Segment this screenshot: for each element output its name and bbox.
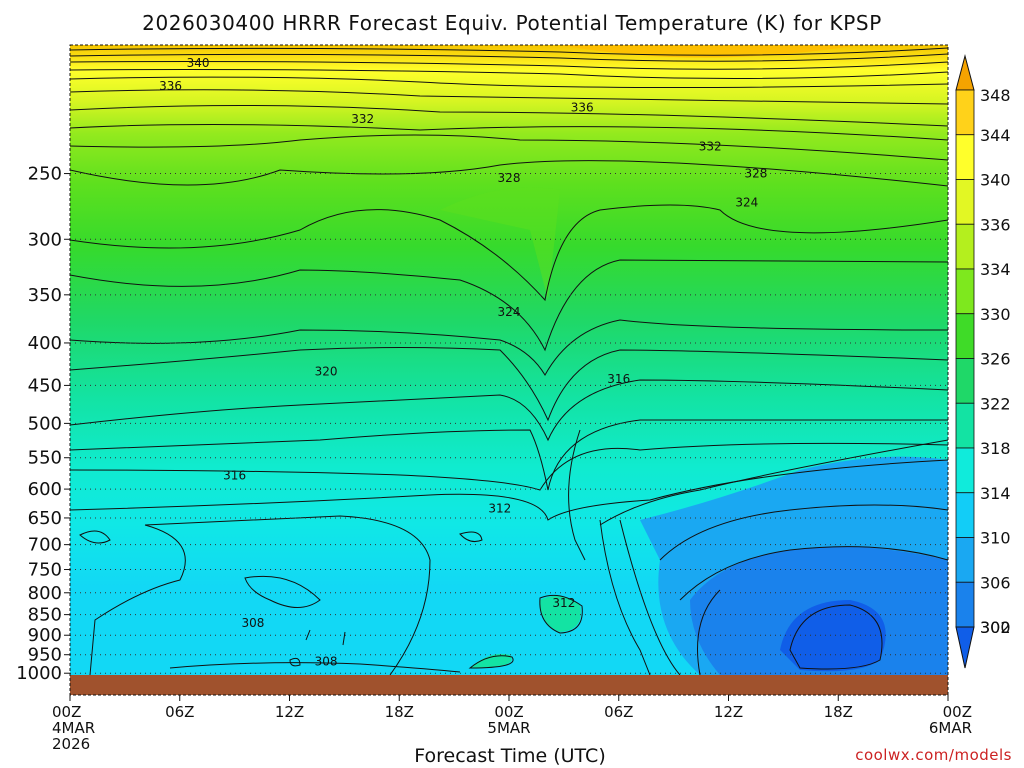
contour-label: 312 xyxy=(488,501,511,515)
y-tick-label: 650 xyxy=(28,508,62,529)
colorbar-label: 340 xyxy=(980,171,1011,190)
y-tick-label: 800 xyxy=(28,583,62,604)
contour-label: 308 xyxy=(315,654,338,668)
colorbar-swatch xyxy=(955,134,975,180)
y-axis: 2503003504004505005506006507007508008509… xyxy=(16,164,70,684)
colorbar-swatch xyxy=(955,268,975,315)
contour-label: 324 xyxy=(498,305,521,319)
x-tick-label: 00Z xyxy=(494,703,523,721)
x-tick-label: 12Z xyxy=(714,703,743,721)
contour-label: 316 xyxy=(607,372,630,386)
colorbar-swatch xyxy=(955,402,975,449)
contour-label: 336 xyxy=(159,79,182,93)
x-tick-label: 6MAR xyxy=(929,719,972,737)
colorbar-label: 310 xyxy=(980,529,1011,548)
colorbar-swatch xyxy=(955,581,975,628)
x-tick-label: 4MAR xyxy=(52,719,95,737)
colorbar-swatch xyxy=(955,89,975,136)
colorbar-swatch xyxy=(955,447,975,494)
colorbar-label: 344 xyxy=(980,126,1011,145)
x-tick-label: 06Z xyxy=(604,703,633,721)
y-tick-label: 400 xyxy=(28,333,62,354)
x-tick-label: 18Z xyxy=(824,703,853,721)
contour-label: 312 xyxy=(552,596,575,610)
x-tick-label: 06Z xyxy=(165,703,194,721)
contour-label: 336 xyxy=(571,100,594,114)
x-tick-label: 5MAR xyxy=(487,719,530,737)
colorbar-label: 300 xyxy=(980,618,1011,637)
x-tick-label: 18Z xyxy=(385,703,414,721)
y-tick-label: 250 xyxy=(28,164,62,185)
colorbar-label: 334 xyxy=(980,260,1011,279)
cold-region-inner xyxy=(780,600,886,672)
colorbar-label: 306 xyxy=(980,573,1011,592)
colorbar-label: 336 xyxy=(980,215,1011,234)
y-tick-label: 550 xyxy=(28,448,62,469)
contour-label: 332 xyxy=(699,140,722,154)
colorbar-label: 314 xyxy=(980,484,1011,503)
y-tick-label: 1000 xyxy=(16,663,62,684)
y-tick-label: 350 xyxy=(28,285,62,306)
colorbar-swatch xyxy=(955,358,975,404)
contour-label: 308 xyxy=(241,616,264,630)
contour-label: 324 xyxy=(735,196,758,210)
colorbar-label: 348 xyxy=(980,86,1011,105)
y-tick-label: 450 xyxy=(28,375,62,396)
contour-label: 320 xyxy=(315,365,338,379)
colorbar-label: 302 xyxy=(980,618,1011,637)
x-tick-label: 2026 xyxy=(52,735,90,753)
y-tick-label: 850 xyxy=(28,605,62,626)
x-tick-label: 00Z xyxy=(943,703,972,721)
colorbar-top-arrow xyxy=(955,54,975,91)
colorbar-label: 326 xyxy=(980,350,1011,369)
contour-lines xyxy=(70,47,948,675)
colorbar-swatch xyxy=(955,179,975,225)
ground-band xyxy=(70,675,948,695)
chart-title: 2026030400 HRRR Forecast Equiv. Potentia… xyxy=(142,11,882,35)
colorbar-label: 322 xyxy=(980,394,1011,413)
y-tick-label: 750 xyxy=(28,560,62,581)
y-tick-label: 900 xyxy=(28,625,62,646)
y-tick-label: 950 xyxy=(28,645,62,666)
colorbar: 348 344 340 336 334 330 326 322 318 314 310 306 3023… xyxy=(955,54,1011,669)
contour-label: 340 xyxy=(187,56,210,70)
contour-label: 316 xyxy=(223,469,246,483)
x-tick-label: 00Z xyxy=(52,703,81,721)
x-axis-title: Forecast Time (UTC) xyxy=(414,745,605,767)
y-tick-label: 500 xyxy=(28,413,62,434)
y-tick-label: 300 xyxy=(28,229,62,250)
colorbar-swatch xyxy=(955,492,975,538)
colorbar-swatch xyxy=(955,223,975,270)
y-tick-label: 600 xyxy=(28,479,62,500)
x-tick-label: 12Z xyxy=(275,703,304,721)
colorbar-bottom-arrow xyxy=(955,626,975,669)
contour-label: 332 xyxy=(351,112,374,126)
colorbar-swatch xyxy=(955,537,975,583)
y-tick-label: 700 xyxy=(28,535,62,556)
colorbar-label: 318 xyxy=(980,439,1011,458)
colorbar-swatch xyxy=(955,313,975,359)
contour-label: 328 xyxy=(744,167,767,181)
contour-label: 328 xyxy=(498,171,521,185)
contour-labels: 340 336 336 332 332 328 328 324 324 320 316 316 312 3… xyxy=(159,56,767,668)
colorbar-label: 330 xyxy=(980,305,1011,324)
credit-text: coolwx.com/models xyxy=(855,746,1012,764)
